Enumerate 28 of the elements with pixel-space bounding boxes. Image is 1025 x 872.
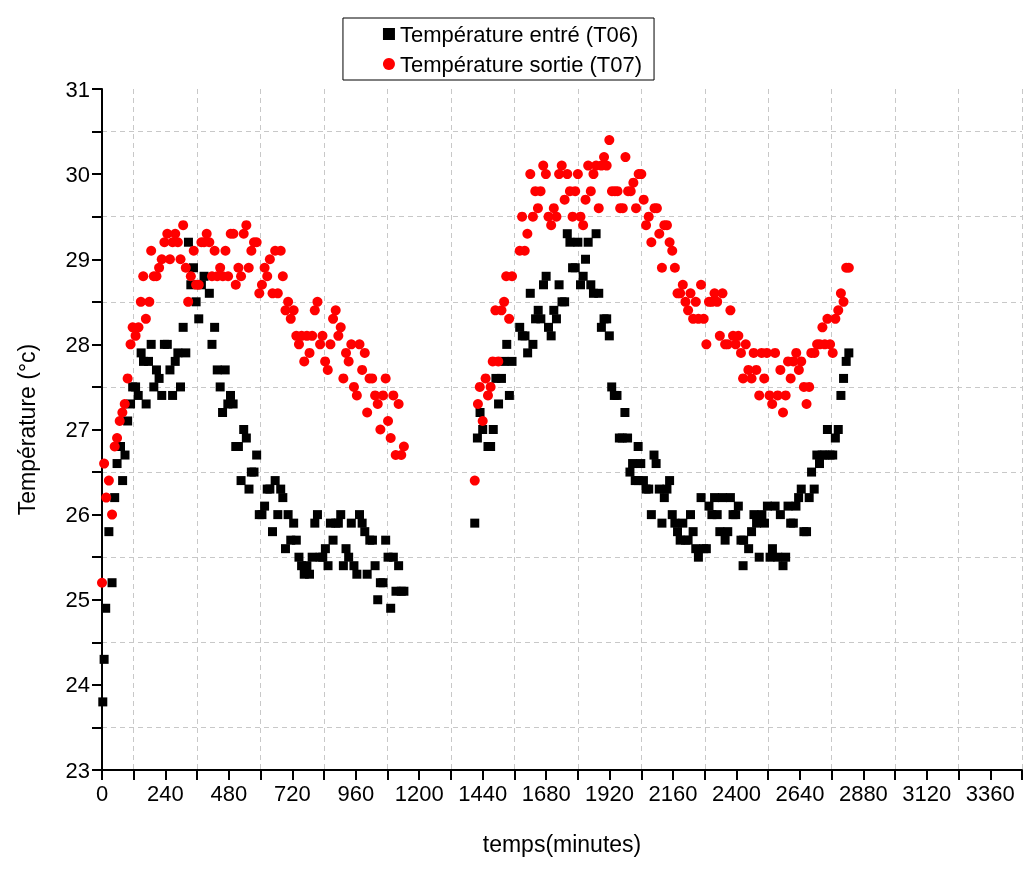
x-tick-label: 2880 xyxy=(838,780,888,806)
x-tick-label: 3120 xyxy=(902,780,952,806)
y-tick-label: 26 xyxy=(65,502,90,528)
x-tick-label: 480 xyxy=(210,780,248,806)
x-tick-label: 240 xyxy=(147,780,184,806)
y-tick-label: 30 xyxy=(65,161,90,187)
y-tick-label: 27 xyxy=(65,417,90,442)
x-tick-label: 1920 xyxy=(585,780,635,806)
x-tick-label: 2400 xyxy=(712,780,761,806)
x-tick-label: 2160 xyxy=(648,780,698,806)
y-tick-label: 24 xyxy=(65,672,90,698)
x-tick-label: 3360 xyxy=(965,780,1015,806)
y-tick-label: 31 xyxy=(65,76,90,102)
y-axis-title: Température (°c) xyxy=(13,343,40,516)
x-axis-title: temps(minutes) xyxy=(482,830,642,857)
x-tick-label: 720 xyxy=(273,780,311,806)
y-tick-label: 23 xyxy=(65,757,90,783)
x-tick-label: 1440 xyxy=(458,780,508,806)
x-tick-label: 0 xyxy=(95,780,109,806)
y-tick-label: 28 xyxy=(65,331,90,357)
x-tick-label: 1680 xyxy=(521,780,571,806)
x-tick-label: 1200 xyxy=(394,780,444,806)
x-tick-label: 2640 xyxy=(775,780,825,806)
legend-label: Température entré (T06) xyxy=(399,21,639,47)
y-tick-label: 25 xyxy=(65,587,90,613)
x-tick-label: 960 xyxy=(337,780,375,806)
y-tick-label: 29 xyxy=(65,246,90,272)
legend-label: Température sortie (T07) xyxy=(399,51,643,77)
